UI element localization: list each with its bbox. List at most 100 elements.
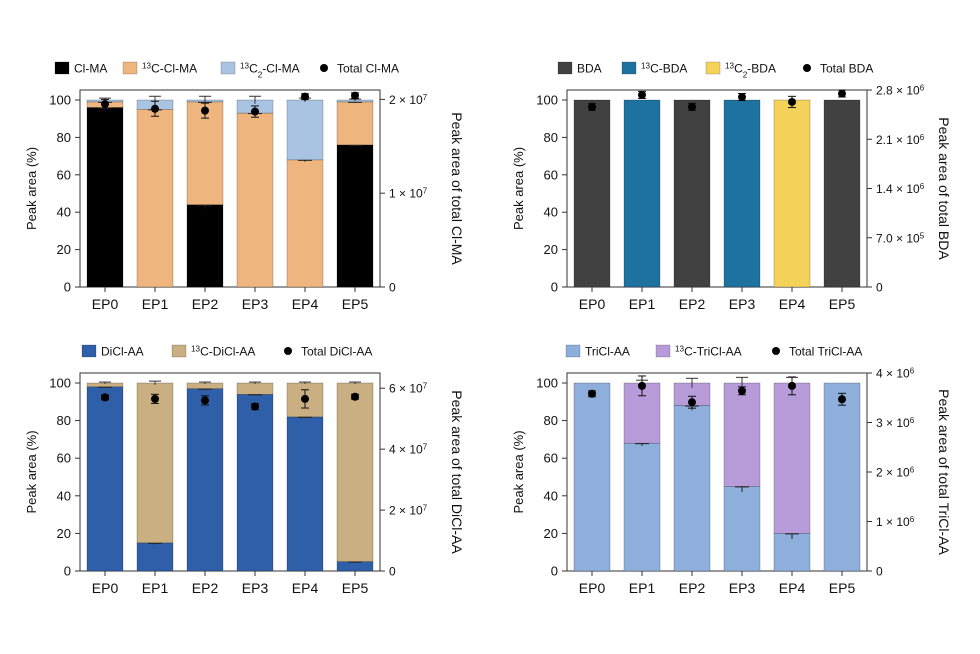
text-part: C-DiCl-AA xyxy=(200,345,255,359)
legend-swatch xyxy=(705,61,721,75)
total-dot xyxy=(101,100,109,109)
x-tick-label: EP1 xyxy=(629,580,656,596)
bar-segment xyxy=(623,99,661,288)
total-dot xyxy=(838,89,846,98)
y2-tick-label: 0 xyxy=(389,565,396,579)
bar-segment xyxy=(773,99,811,288)
tick-exponent: 6 xyxy=(920,83,925,92)
bar-segment xyxy=(236,393,274,572)
bar-segment xyxy=(86,107,124,288)
x-tick-label: EP1 xyxy=(142,296,169,312)
x-tick-label: EP3 xyxy=(242,580,269,596)
y-tick-label: 60 xyxy=(544,451,558,466)
tick-base: 1 × 10 xyxy=(389,187,423,201)
tick-exponent: 6 xyxy=(910,515,915,524)
legend-label: Total BDA xyxy=(820,62,873,76)
y2-tick-label: 2.8 × 106 xyxy=(876,83,925,98)
bar-segment xyxy=(623,442,661,572)
y2-tick-label: 2 × 106 xyxy=(876,465,915,480)
x-tick-label: EP0 xyxy=(579,580,606,596)
tick-base: 4 × 10 xyxy=(876,367,910,381)
x-tick-label: EP2 xyxy=(679,296,706,312)
text-part: Total BDA xyxy=(820,62,873,76)
plot-frame xyxy=(566,372,868,572)
legend-label: Total DiCl-AA xyxy=(301,345,372,359)
tick-base: 3 × 10 xyxy=(876,416,910,430)
bar-segment xyxy=(823,382,861,572)
total-dot xyxy=(788,381,796,390)
tick-base: 1.4 × 10 xyxy=(876,182,920,196)
x-tick-label: EP3 xyxy=(729,580,756,596)
total-dot xyxy=(151,104,159,113)
bar-segment xyxy=(336,382,374,562)
total-dot xyxy=(838,395,846,404)
legend-label: TriCl-AA xyxy=(585,345,630,359)
y2-tick-label: 1.4 × 106 xyxy=(876,182,925,197)
y2-tick-label: 4 × 107 xyxy=(389,442,428,457)
y-tick-label: 80 xyxy=(544,413,558,428)
y2-tick-label: 4 × 106 xyxy=(876,366,915,381)
text-part: C xyxy=(249,62,258,76)
y2-axis-title: Peak area of total DiCl-AA xyxy=(449,390,465,554)
tick-exponent: 6 xyxy=(920,132,925,141)
text-part: TriCl-AA xyxy=(585,345,630,359)
legend-label: Cl-MA xyxy=(74,62,107,76)
y-tick-label: 40 xyxy=(544,488,558,503)
x-tick-label: EP0 xyxy=(92,580,119,596)
y2-tick-label: 7.0 × 105 xyxy=(876,231,925,246)
panel-bda: 0 20 40 60 80 100 Peak area (%) 0 7.0 × 105 1.4 ×… xyxy=(511,61,952,312)
y-tick-label: 0 xyxy=(64,564,71,579)
x-tick-label: EP2 xyxy=(192,580,219,596)
tick-exponent: 5 xyxy=(920,231,925,240)
x-tick-label: EP3 xyxy=(242,296,269,312)
y-tick-label: 80 xyxy=(57,130,71,145)
x-tick-label: EP2 xyxy=(679,580,706,596)
total-dot xyxy=(738,386,746,395)
y-tick-label: 40 xyxy=(544,205,558,220)
bar-segment xyxy=(286,159,324,288)
y2-tick-label: 3 × 106 xyxy=(876,416,915,431)
legend-dot xyxy=(772,347,780,355)
subscript: 2 xyxy=(258,70,263,79)
legend-label: BDA xyxy=(577,62,602,76)
bar-segment xyxy=(136,382,174,544)
subscript: 2 xyxy=(743,70,748,79)
total-dot xyxy=(351,392,359,401)
x-tick-label: EP4 xyxy=(292,580,319,596)
superscript: 13 xyxy=(191,344,201,353)
y2-tick-label: 6 × 107 xyxy=(389,381,428,396)
legend-label: DiCl-AA xyxy=(101,345,144,359)
text-part: Total Cl-MA xyxy=(337,62,399,76)
plot-frame xyxy=(79,89,381,288)
tick-exponent: 7 xyxy=(423,92,428,101)
text-part: -Cl-MA xyxy=(262,62,299,76)
tick-exponent: 6 xyxy=(910,416,915,425)
y2-tick-label: 2 × 107 xyxy=(389,503,428,518)
total-dot xyxy=(201,396,209,405)
y-axis-title: Peak area (%) xyxy=(24,430,39,513)
y-tick-label: 60 xyxy=(57,451,71,466)
bar-segment xyxy=(573,99,611,288)
text-part: DiCl-AA xyxy=(101,345,144,359)
total-dot xyxy=(151,394,159,403)
superscript: 13 xyxy=(240,61,250,70)
tick-exponent: 6 xyxy=(910,465,915,474)
total-dot xyxy=(638,381,646,390)
total-dot xyxy=(588,102,596,111)
y2-tick-label: 1 × 106 xyxy=(876,515,915,530)
bar-segment xyxy=(236,112,274,288)
tick-exponent: 6 xyxy=(920,182,925,191)
total-dot xyxy=(688,102,696,111)
y2-tick-label: 2 × 107 xyxy=(389,92,428,107)
legend-label: 13C-BDA xyxy=(641,61,687,76)
x-tick-label: EP0 xyxy=(92,296,119,312)
bar-segment xyxy=(336,144,374,288)
tick-base: 6 × 10 xyxy=(389,382,423,396)
y2-axis-title: Peak area of total BDA xyxy=(936,117,952,260)
x-tick-label: EP5 xyxy=(342,296,369,312)
legend-dot xyxy=(284,347,292,355)
x-tick-label: EP5 xyxy=(342,580,369,596)
y2-axis-title: Peak area of total TriCl-AA xyxy=(936,389,952,555)
plot-frame xyxy=(566,89,868,288)
